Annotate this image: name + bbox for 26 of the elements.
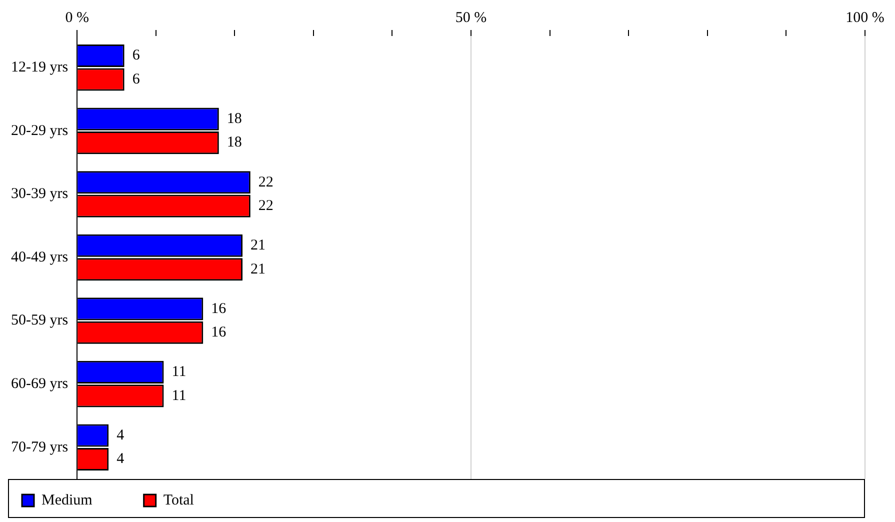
x-tick-label: 100 % — [846, 10, 884, 26]
y-tick-label: 70-79 yrs — [11, 439, 68, 456]
data-label: 11 — [172, 364, 186, 380]
data-label: 22 — [258, 198, 274, 214]
data-label: 11 — [172, 388, 186, 404]
x-tick-label: 0 % — [65, 10, 89, 26]
legend-label: Medium — [42, 492, 130, 508]
y-tick-label: 40-49 yrs — [11, 249, 68, 266]
data-label: 6 — [132, 48, 140, 64]
y-tick-label: 20-29 yrs — [11, 122, 68, 139]
data-label: 18 — [226, 111, 242, 127]
data-label: 6 — [132, 71, 140, 88]
y-tick-label: 60-69 yrs — [11, 376, 68, 392]
x-tick-label: 50 % — [455, 10, 487, 26]
legend-label: Total — [163, 492, 232, 508]
data-label: 16 — [211, 300, 227, 317]
data-label: 16 — [211, 324, 227, 341]
data-label: 4 — [116, 427, 125, 444]
data-label: 21 — [250, 261, 266, 278]
y-tick-label: 50-59 yrs — [11, 312, 68, 329]
data-label: 22 — [258, 174, 274, 190]
data-label: 4 — [116, 451, 125, 468]
data-label: 18 — [226, 134, 242, 151]
data-label: 21 — [250, 238, 266, 254]
y-tick-label: 12-19 yrs — [11, 60, 68, 76]
y-tick-label: 30-39 yrs — [11, 186, 68, 202]
